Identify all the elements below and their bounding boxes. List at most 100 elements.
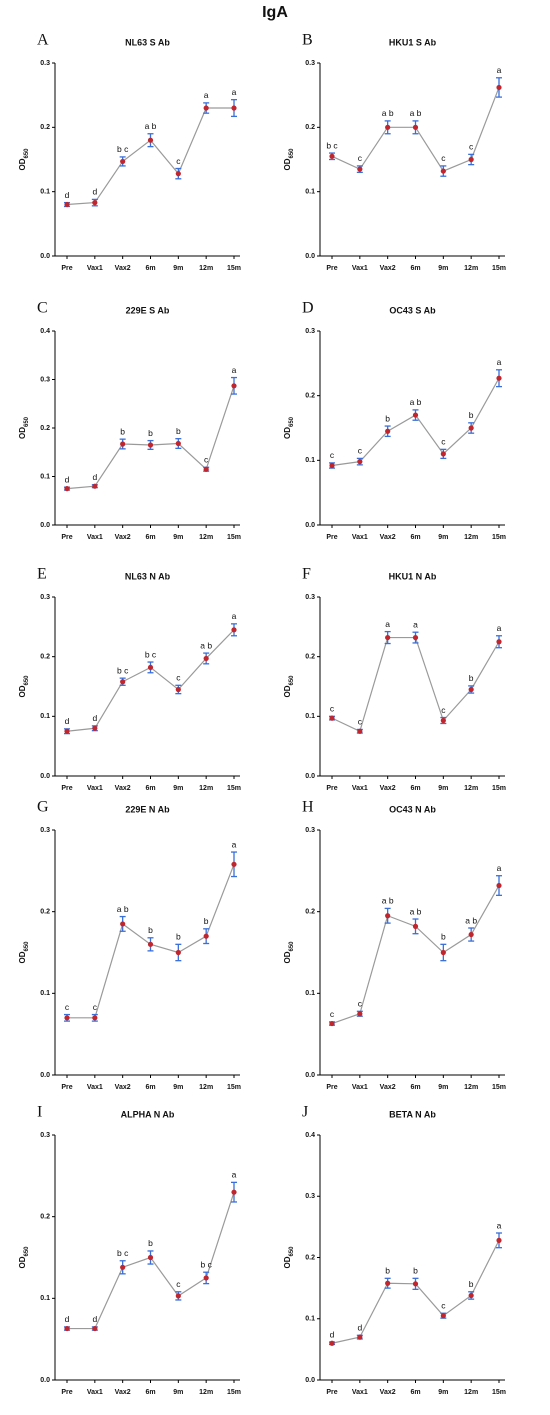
- significance-label: a b: [382, 896, 394, 906]
- significance-label: c: [204, 455, 209, 465]
- x-tick-label: 9m: [173, 1084, 183, 1091]
- significance-label: b: [441, 932, 446, 942]
- y-label-subscript: 650: [24, 675, 30, 686]
- x-tick-label: 9m: [173, 1389, 183, 1396]
- significance-label: b: [120, 426, 125, 436]
- y-label-text: OD: [283, 1256, 292, 1268]
- y-tick-label: 0.1: [305, 457, 315, 464]
- data-point: [496, 882, 502, 889]
- significance-label: a: [413, 619, 418, 629]
- data-point: [203, 655, 209, 662]
- x-tick-label: Vax1: [87, 265, 103, 272]
- panel-letter: C: [37, 300, 48, 317]
- panel-letter: B: [302, 32, 313, 49]
- x-tick-label: 12m: [464, 534, 478, 541]
- data-point: [385, 124, 391, 130]
- data-point: [329, 153, 335, 159]
- data-point: [120, 679, 126, 685]
- x-tick-label: 9m: [173, 265, 183, 272]
- significance-label: d: [92, 713, 97, 723]
- y-tick-label: 0.0: [40, 773, 50, 780]
- significance-label: d: [65, 474, 70, 484]
- x-tick-label: 6m: [410, 265, 420, 272]
- significance-label: c: [176, 673, 181, 683]
- data-point: [147, 664, 154, 671]
- x-tick-label: Pre: [326, 265, 337, 272]
- significance-label: a: [232, 611, 237, 621]
- x-tick-label: 6m: [410, 1389, 420, 1396]
- data-point: [496, 639, 502, 645]
- data-point: [468, 931, 474, 938]
- data-point: [231, 105, 237, 111]
- significance-label: b: [204, 916, 209, 926]
- x-tick-label: 15m: [227, 534, 241, 541]
- x-tick-label: 15m: [492, 1389, 506, 1396]
- panel-title: BETA N Ab: [389, 1109, 436, 1119]
- significance-label: c: [441, 437, 446, 447]
- y-tick-label: 0.1: [40, 189, 50, 196]
- x-tick-label: Pre: [61, 1084, 72, 1091]
- x-tick-label: 15m: [227, 1389, 241, 1396]
- data-point: [412, 923, 419, 929]
- significance-label: d: [357, 1323, 362, 1333]
- panel-letter: I: [37, 1104, 42, 1121]
- significance-label: a b: [410, 397, 422, 407]
- x-tick-label: Vax1: [87, 1389, 103, 1396]
- data-point: [92, 1015, 98, 1021]
- data-point: [231, 383, 237, 389]
- x-tick-label: 6m: [410, 1084, 420, 1091]
- data-point: [92, 483, 98, 489]
- x-tick-label: Vax1: [87, 1084, 103, 1091]
- significance-label: b c: [200, 1259, 212, 1269]
- y-label-subscript: 650: [289, 941, 295, 952]
- significance-label: b: [385, 1266, 390, 1276]
- x-tick-label: 12m: [199, 534, 213, 541]
- significance-label: c: [441, 705, 446, 715]
- y-tick-label: 0.2: [305, 909, 315, 916]
- data-point: [385, 634, 391, 641]
- data-point: [92, 200, 98, 206]
- x-tick-label: 12m: [464, 785, 478, 792]
- significance-label: c: [176, 156, 181, 166]
- data-point: [412, 412, 419, 418]
- significance-label: a: [232, 87, 237, 97]
- data-point: [175, 440, 181, 447]
- panel-letter: H: [302, 799, 314, 816]
- y-label-text: OD: [283, 685, 292, 697]
- data-point: [231, 1189, 237, 1195]
- x-tick-label: Pre: [61, 785, 72, 792]
- significance-label: b: [148, 1238, 153, 1248]
- significance-label: c: [176, 1279, 181, 1289]
- x-tick-label: 9m: [173, 534, 183, 541]
- significance-label: a b: [145, 121, 157, 131]
- significance-label: c: [330, 704, 335, 714]
- panel-title: NL63 S Ab: [125, 37, 170, 47]
- x-tick-label: 9m: [438, 785, 448, 792]
- y-tick-label: 0.1: [305, 1316, 315, 1323]
- data-point: [175, 949, 181, 956]
- significance-label: a b: [117, 904, 129, 914]
- significance-label: a: [232, 1170, 237, 1180]
- y-tick-label: 0.3: [40, 827, 50, 834]
- x-tick-label: 12m: [464, 1389, 478, 1396]
- y-label-text: OD: [18, 685, 27, 697]
- data-point: [357, 1334, 363, 1340]
- y-axis-label: OD650: [18, 416, 29, 439]
- x-tick-label: 15m: [492, 1084, 506, 1091]
- figure-title: IgA: [262, 4, 288, 21]
- y-label-subscript: 650: [24, 1246, 30, 1257]
- significance-label: b c: [117, 665, 129, 675]
- significance-label: a: [497, 623, 502, 633]
- significance-label: a: [497, 357, 502, 367]
- data-point: [440, 717, 446, 724]
- significance-label: d: [92, 1314, 97, 1324]
- data-point: [357, 459, 363, 465]
- panel-letter: G: [37, 799, 49, 816]
- y-tick-label: 0.0: [305, 773, 315, 780]
- x-tick-label: Pre: [326, 785, 337, 792]
- panel-title: OC43 N Ab: [389, 804, 436, 814]
- significance-label: b c: [145, 649, 157, 659]
- y-tick-label: 0.1: [305, 713, 315, 720]
- y-label-text: OD: [283, 951, 292, 963]
- data-point: [120, 158, 126, 165]
